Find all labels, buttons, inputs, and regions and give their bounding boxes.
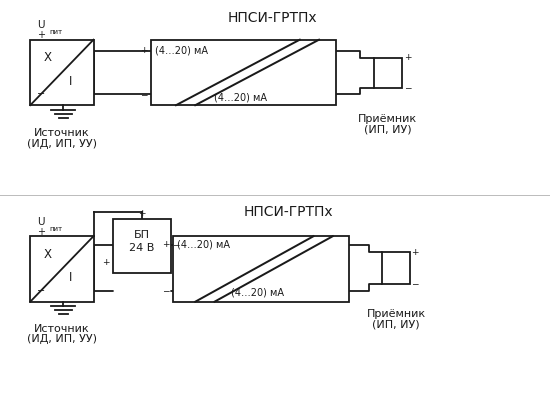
Text: НПСИ-ГРТПх: НПСИ-ГРТПх	[228, 11, 317, 25]
Text: (4…20) мА: (4…20) мА	[231, 287, 284, 298]
Text: Приёмник: Приёмник	[366, 308, 426, 319]
Text: −: −	[140, 90, 147, 99]
Text: +: +	[37, 30, 45, 40]
Text: (ИП, ИУ): (ИП, ИУ)	[372, 319, 420, 330]
Text: X: X	[44, 248, 52, 260]
Bar	[374, 58, 401, 88]
Text: U: U	[37, 217, 45, 227]
Text: Источник: Источник	[34, 128, 90, 138]
Text: +: +	[102, 258, 110, 266]
Text: пит: пит	[50, 29, 63, 35]
Text: I: I	[69, 75, 72, 88]
Text: +: +	[37, 227, 45, 237]
Text: −: −	[37, 89, 45, 100]
Bar	[30, 40, 94, 105]
Text: НПСИ-ГРТПх: НПСИ-ГРТПх	[244, 205, 333, 220]
Text: −: −	[411, 279, 419, 288]
Text: (4…20) мА: (4…20) мА	[177, 240, 230, 250]
Bar	[173, 236, 349, 302]
Text: U: U	[37, 20, 45, 30]
Text: 24 В: 24 В	[129, 243, 155, 253]
Text: (ИД, ИП, УУ): (ИД, ИП, УУ)	[27, 334, 97, 345]
Bar	[151, 40, 336, 105]
Text: (4…20) мА: (4…20) мА	[155, 45, 208, 56]
Text: X: X	[44, 51, 52, 64]
Text: (ИП, ИУ): (ИП, ИУ)	[364, 125, 411, 135]
Text: +: +	[162, 241, 169, 249]
Text: пит: пит	[50, 226, 63, 232]
Text: (4…20) мА: (4…20) мА	[214, 93, 267, 103]
Text: +: +	[140, 46, 147, 55]
Bar	[382, 252, 410, 284]
Text: +: +	[138, 208, 145, 218]
Text: −: −	[162, 286, 169, 295]
Text: −: −	[37, 285, 45, 296]
Text: +: +	[411, 248, 419, 256]
Text: БП: БП	[134, 230, 150, 241]
Text: −: −	[404, 83, 412, 92]
Text: I: I	[69, 272, 72, 284]
Text: −: −	[172, 241, 180, 249]
Text: Приёмник: Приёмник	[358, 114, 417, 124]
Text: +: +	[404, 53, 412, 62]
Bar	[113, 219, 170, 273]
Text: (ИД, ИП, УУ): (ИД, ИП, УУ)	[27, 139, 97, 149]
Bar	[30, 236, 94, 302]
Text: Источник: Источник	[34, 324, 90, 334]
